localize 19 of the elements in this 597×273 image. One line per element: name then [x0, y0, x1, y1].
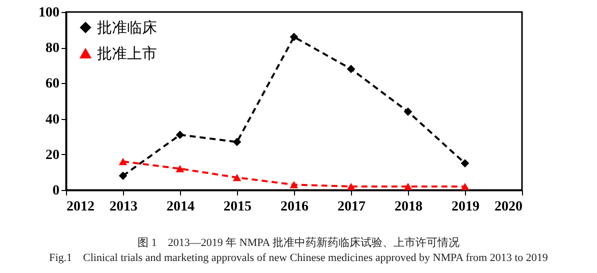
y-tick-label: 60	[46, 76, 60, 92]
x-tick-label: 2019	[452, 200, 480, 214]
x-tick-label: 2017	[338, 200, 366, 214]
x-tick-label: 2020	[494, 200, 522, 214]
x-tick-label: 2015	[224, 200, 252, 214]
y-tick-label: 20	[46, 148, 60, 163]
x-tick-label: 2018	[394, 200, 422, 214]
x-tick-label: 2014	[166, 200, 194, 214]
caption: 图 1 2013—2019 年 NMPA 批准中药新药临床试验、上市许可情况	[136, 236, 460, 251]
y-tick-label: 0	[52, 184, 60, 198]
caption: Fig.1 Clinical trials and marketing approvals of new Chinese medicines approved by NMPA from 2013 to 2019	[48, 251, 549, 266]
legend-label: 批准临床	[97, 18, 157, 36]
y-tick-label: 40	[46, 112, 60, 128]
x-tick-label: 2016	[280, 200, 308, 214]
y-tick-label: 100	[38, 6, 60, 20]
y-tick-label: 80	[46, 41, 60, 56]
x-tick-label: 2013	[110, 200, 138, 214]
legend-label: 批准上市	[97, 44, 157, 62]
x-tick-label: 2012	[66, 200, 94, 214]
